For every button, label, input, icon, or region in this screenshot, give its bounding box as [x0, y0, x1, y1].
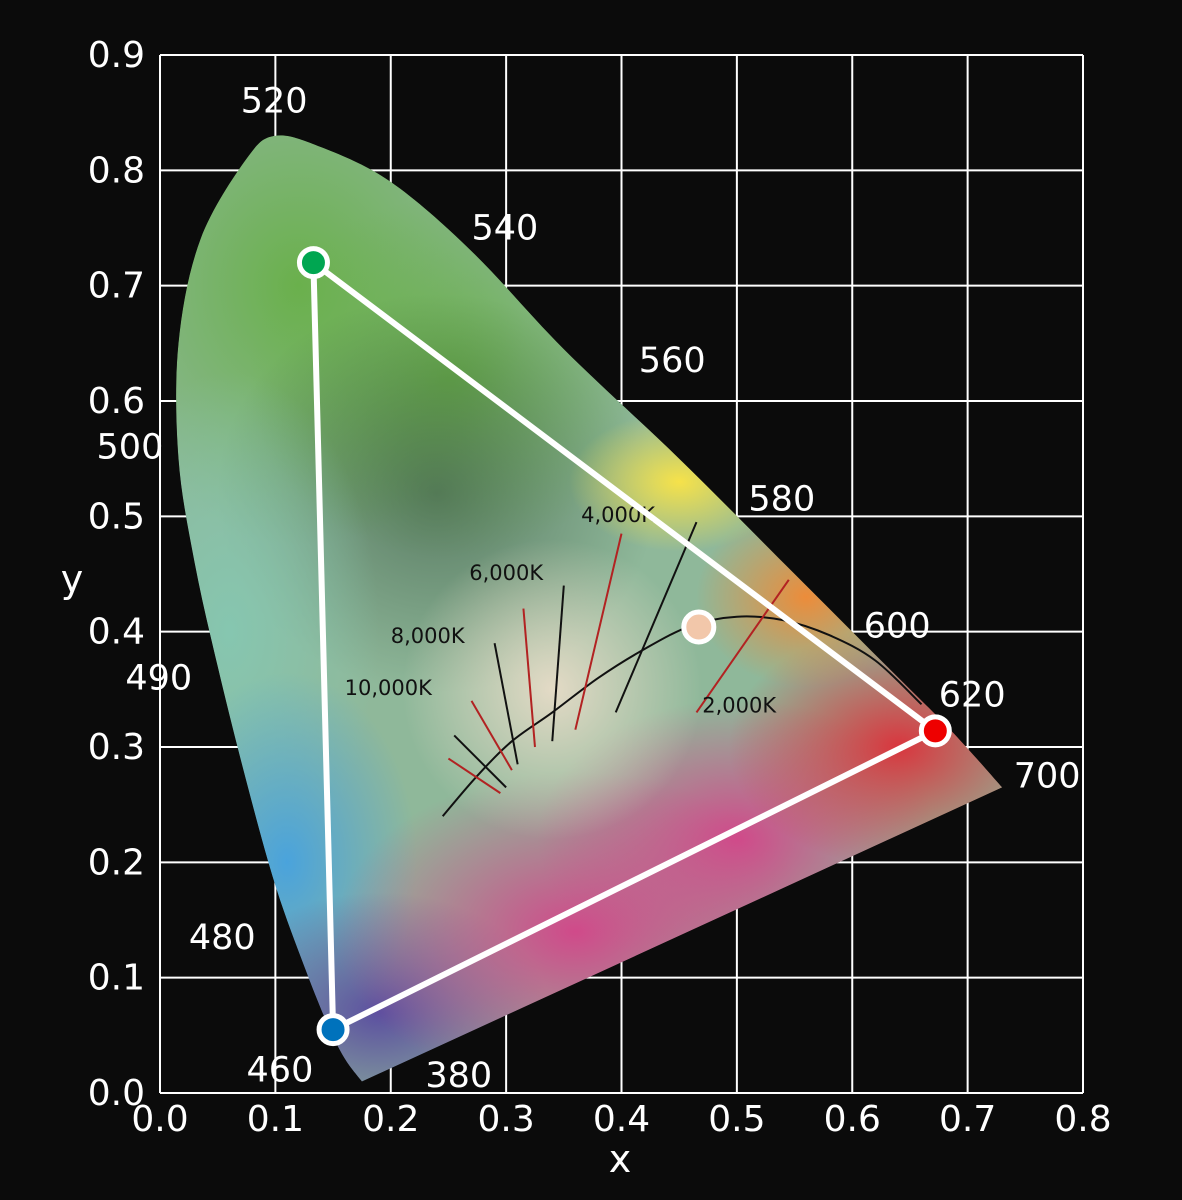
- x-tick-label: 0.3: [477, 1099, 534, 1140]
- x-tick-label: 0.6: [824, 1099, 881, 1140]
- wavelength-label: 460: [247, 1050, 314, 1090]
- isotherm-line-1: [447, 757, 501, 794]
- wavelength-label: 490: [125, 658, 192, 698]
- isotherm-line-5: [551, 585, 565, 742]
- wavelength-label: 500: [97, 428, 164, 468]
- gamut-triangle: [310, 259, 939, 1033]
- planckian-locus-group: 10,000K 8,000K 6,000K 4,000K 2,000K: [345, 503, 923, 817]
- wavelength-label: 520: [241, 82, 308, 122]
- primary-point-red: [918, 714, 952, 748]
- cct-label: 8,000K: [391, 624, 466, 648]
- y-tick-label: 0.9: [88, 35, 145, 76]
- x-axis-label: x: [609, 1137, 632, 1181]
- x-tick-label: 0.8: [1054, 1099, 1111, 1140]
- cct-label: 6,000K: [469, 561, 544, 585]
- y-axis-label: y: [61, 557, 84, 601]
- spectral-locus: [176, 135, 1003, 1082]
- isotherm-line-0: [453, 734, 507, 789]
- x-tick-label: 0.7: [939, 1099, 996, 1140]
- cct-label: 2,000K: [702, 693, 777, 717]
- y-tick-label: 0.7: [88, 266, 145, 307]
- isotherm-line-4: [522, 608, 536, 748]
- wavelength-label: 380: [425, 1056, 492, 1096]
- isotherm-line-6: [574, 533, 623, 730]
- isotherm-line-7: [614, 521, 698, 713]
- wavelength-label: 620: [939, 676, 1006, 716]
- y-tick-label: 0.3: [88, 727, 145, 768]
- wavelength-label: 580: [748, 480, 815, 520]
- cct-label: 10,000K: [345, 676, 433, 700]
- x-tick-label: 0.5: [708, 1099, 765, 1140]
- y-tick-label: 0.0: [88, 1073, 145, 1114]
- y-tick-label: 0.1: [88, 958, 145, 999]
- x-tick-label: 0.0: [131, 1099, 188, 1140]
- y-tick-label: 0.4: [88, 612, 145, 653]
- wavelength-label: 700: [1014, 756, 1081, 796]
- isotherm-line-2: [470, 700, 513, 771]
- white-point: [681, 609, 717, 645]
- wavelength-label: 600: [864, 606, 931, 646]
- labels-group: 0.0 0.1 0.2 0.3 0.4 0.5 0.6 0.7 0.8 0.0 0.1 0.2 0.3 0…: [61, 35, 1112, 1181]
- wavelength-label: 540: [472, 209, 539, 249]
- gamut-triangle-group: [296, 246, 952, 1047]
- planckian-locus-curve: [441, 615, 923, 817]
- y-tick-label: 0.2: [88, 842, 145, 883]
- x-tick-label: 0.1: [247, 1099, 304, 1140]
- x-tick-label: 0.2: [362, 1099, 419, 1140]
- locus-color-blob-11: [402, 539, 703, 840]
- isotherm-line-3: [493, 643, 519, 765]
- wavelength-label: 480: [189, 918, 256, 958]
- y-tick-label: 0.6: [88, 381, 145, 422]
- x-tick-label: 0.4: [593, 1099, 650, 1140]
- y-tick-label: 0.8: [88, 150, 145, 191]
- cct-label: 4,000K: [581, 503, 656, 527]
- primary-point-green: [296, 246, 330, 280]
- primary-point-blue: [316, 1013, 350, 1047]
- isotherm-line-8: [695, 579, 790, 713]
- y-tick-label: 0.5: [88, 496, 145, 537]
- wavelength-label: 560: [639, 341, 706, 381]
